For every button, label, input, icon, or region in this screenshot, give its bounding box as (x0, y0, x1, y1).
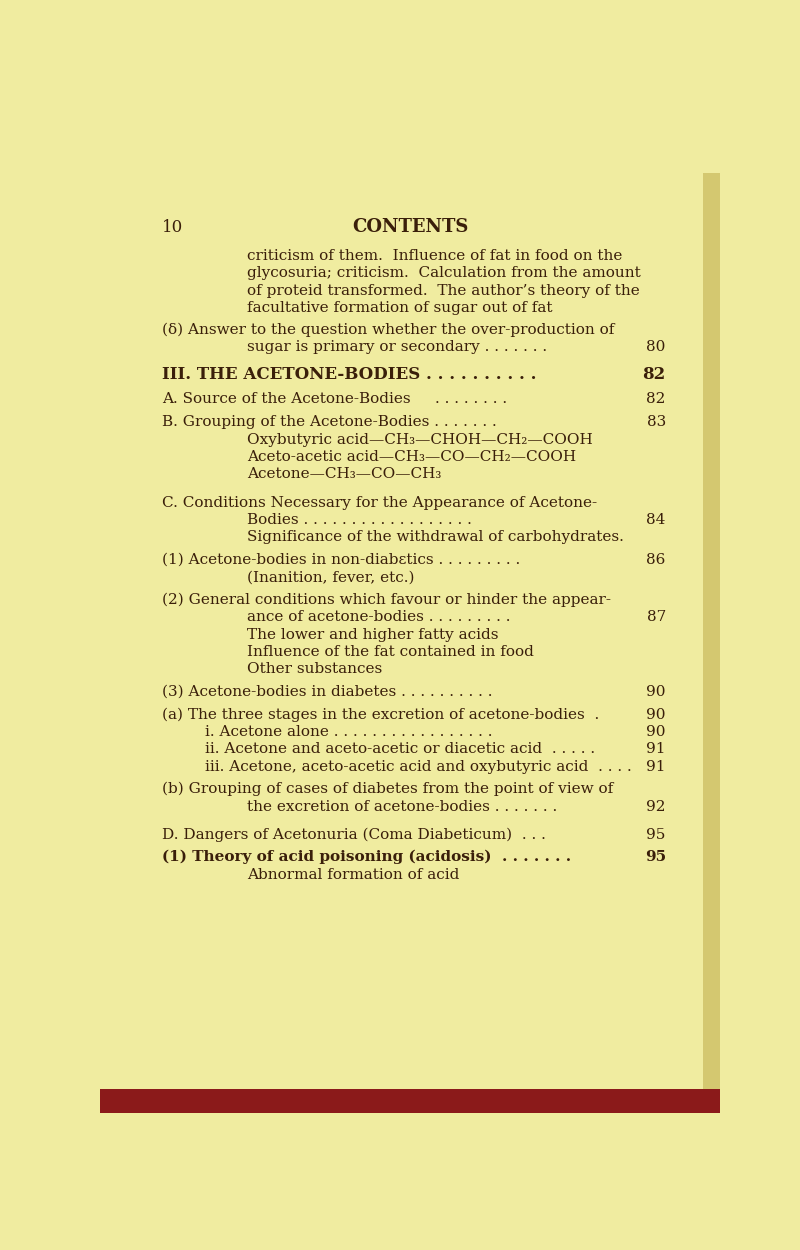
Text: glycosuria; criticism.  Calculation from the amount: glycosuria; criticism. Calculation from … (247, 266, 641, 280)
Text: (3) Acetone-bodies in diabetes . . . . . . . . . .: (3) Acetone-bodies in diabetes . . . . .… (162, 685, 493, 699)
Bar (100, 1090, 720, 1112)
Text: 80: 80 (646, 340, 666, 354)
Bar (703, 173, 720, 1112)
Text: 87: 87 (646, 610, 666, 624)
Text: (a) The three stages in the excretion of acetone-bodies  .: (a) The three stages in the excretion of… (162, 707, 599, 721)
Text: 90: 90 (646, 707, 666, 721)
Text: ance of acetone-bodies . . . . . . . . .: ance of acetone-bodies . . . . . . . . . (247, 610, 510, 624)
Text: 82: 82 (642, 366, 666, 384)
Text: sugar is primary or secondary . . . . . . .: sugar is primary or secondary . . . . . … (247, 340, 547, 354)
Text: Bodies . . . . . . . . . . . . . . . . . .: Bodies . . . . . . . . . . . . . . . . .… (247, 512, 472, 526)
Text: 10: 10 (162, 220, 183, 236)
Text: B. Grouping of the Acetone-Bodies . . . . . . .: B. Grouping of the Acetone-Bodies . . . … (162, 415, 497, 430)
Text: (2) General conditions which favour or hinder the appear-: (2) General conditions which favour or h… (162, 592, 611, 608)
Text: ii. Acetone and aceto-acetic or diacetic acid  . . . . .: ii. Acetone and aceto-acetic or diacetic… (205, 742, 594, 756)
Text: 91: 91 (646, 760, 666, 774)
Text: i. Acetone alone . . . . . . . . . . . . . . . . .: i. Acetone alone . . . . . . . . . . . .… (205, 725, 492, 739)
Text: (b) Grouping of cases of diabetes from the point of view of: (b) Grouping of cases of diabetes from t… (162, 782, 614, 796)
Text: 90: 90 (646, 725, 666, 739)
Text: criticism of them.  Influence of fat in food on the: criticism of them. Influence of fat in f… (247, 249, 622, 262)
Text: 90: 90 (646, 685, 666, 699)
Text: 84: 84 (646, 512, 666, 526)
Text: Abnormal formation of acid: Abnormal formation of acid (247, 867, 460, 881)
Text: III. THE ACETONE-BODIES . . . . . . . . . .: III. THE ACETONE-BODIES . . . . . . . . … (162, 366, 537, 384)
Text: C. Conditions Necessary for the Appearance of Acetone-: C. Conditions Necessary for the Appearan… (162, 495, 597, 510)
Text: Aceto-acetic acid—CH₃—CO—CH₂—COOH: Aceto-acetic acid—CH₃—CO—CH₂—COOH (247, 450, 576, 464)
Text: CONTENTS: CONTENTS (352, 219, 468, 236)
Text: Influence of the fat contained in food: Influence of the fat contained in food (247, 645, 534, 659)
Text: (Inanition, fever, etc.): (Inanition, fever, etc.) (247, 570, 414, 584)
Text: iii. Acetone, aceto-acetic acid and oxybutyric acid  . . . .: iii. Acetone, aceto-acetic acid and oxyb… (205, 760, 631, 774)
Text: 95: 95 (646, 828, 666, 841)
Text: (δ) Answer to the question whether the over-production of: (δ) Answer to the question whether the o… (162, 322, 614, 338)
Text: A. Source of the Acetone-Bodies     . . . . . . . .: A. Source of the Acetone-Bodies . . . . … (162, 392, 507, 406)
Text: (1) Acetone-bodies in non-diabɛtics . . . . . . . . .: (1) Acetone-bodies in non-diabɛtics . . … (162, 552, 520, 568)
Text: facultative formation of sugar out of fat: facultative formation of sugar out of fa… (247, 301, 553, 315)
Text: D. Dangers of Acetonuria (Coma Diabeticum)  . . .: D. Dangers of Acetonuria (Coma Diabeticu… (162, 828, 546, 841)
Text: of proteid transformed.  The author’s theory of the: of proteid transformed. The author’s the… (247, 284, 640, 298)
Text: Oxybutyric acid—CH₃—CHOH—CH₂—COOH: Oxybutyric acid—CH₃—CHOH—CH₂—COOH (247, 432, 593, 446)
Text: 95: 95 (645, 850, 666, 865)
Text: Significance of the withdrawal of carbohydrates.: Significance of the withdrawal of carboh… (247, 530, 624, 544)
Text: 91: 91 (646, 742, 666, 756)
Text: the excretion of acetone-bodies . . . . . . .: the excretion of acetone-bodies . . . . … (247, 800, 558, 814)
Text: (1) Theory of acid poisoning (acidosis)  . . . . . . .: (1) Theory of acid poisoning (acidosis) … (162, 850, 571, 865)
Text: 86: 86 (646, 552, 666, 568)
Text: 92: 92 (646, 800, 666, 814)
Text: The lower and higher fatty acids: The lower and higher fatty acids (247, 628, 498, 641)
Text: 83: 83 (646, 415, 666, 430)
Text: Acetone—CH₃—CO—CH₃: Acetone—CH₃—CO—CH₃ (247, 468, 442, 481)
Text: Other substances: Other substances (247, 662, 382, 676)
Text: 82: 82 (646, 392, 666, 406)
